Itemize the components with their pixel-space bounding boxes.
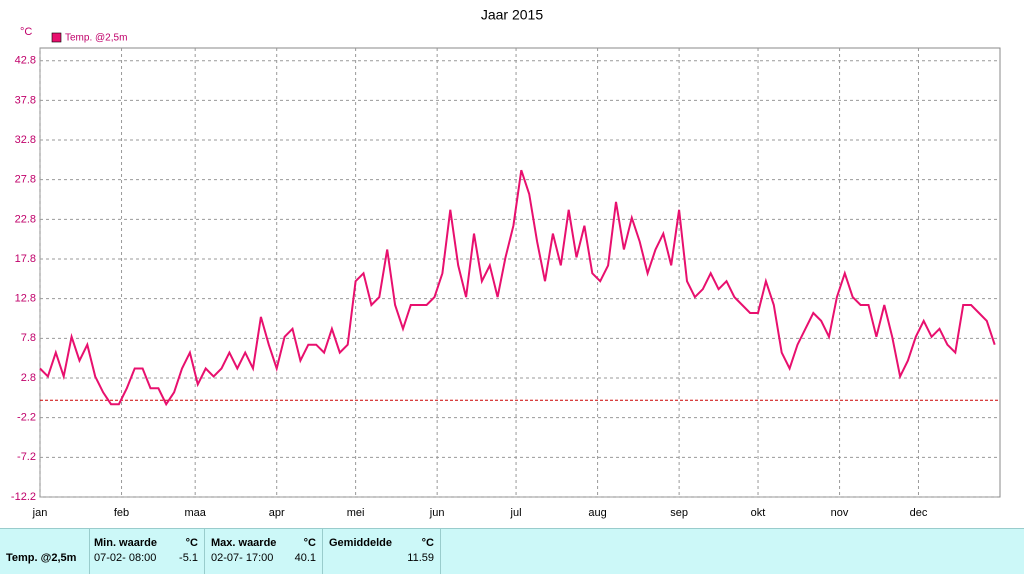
avg-value: 11.59 — [407, 552, 434, 564]
x-tick-label: mei — [347, 507, 365, 519]
chart: Jaar 2015 °C -12.2 -7.2 -2.2 2.8 7.8 12.8 17.8… — [11, 7, 1001, 519]
series-name: Temp. @2,5m — [6, 552, 77, 564]
avg-unit: °C — [421, 537, 434, 549]
chart-title: Jaar 2015 — [481, 7, 543, 23]
legend-swatch — [51, 32, 62, 43]
max-cell: Max. waarde °C 02-07- 17:00 40.1 — [205, 529, 323, 574]
y-tick-label: 32.8 — [15, 134, 36, 146]
y-tick-label: -12.2 — [11, 491, 36, 503]
y-tick-label: 12.8 — [15, 293, 36, 305]
x-tick-label: aug — [588, 507, 606, 519]
x-tick-label: feb — [114, 507, 129, 519]
max-unit: °C — [303, 537, 316, 549]
y-tick-label: 17.8 — [15, 253, 36, 265]
y-tick-label: -7.2 — [17, 451, 36, 463]
avg-cell: Gemiddelde °C 11.59 — [323, 529, 441, 574]
y-tick-label: 7.8 — [21, 332, 36, 344]
x-tick-label: okt — [751, 507, 766, 519]
y-tick-label: 42.8 — [15, 55, 36, 67]
series-cell: Temp. @2,5m — [0, 529, 90, 574]
max-time: 02-07- 17:00 — [211, 552, 274, 564]
y-tick-label: 22.8 — [15, 213, 36, 225]
stats-panel: Temp. @2,5m Min. waarde °C 07-02- 08:00 … — [0, 528, 1024, 574]
min-time: 07-02- 08:00 — [94, 552, 157, 564]
avg-header: Gemiddelde — [329, 537, 392, 549]
series-line — [39, 169, 996, 407]
y-tick-label: 37.8 — [15, 94, 36, 106]
y-tick-label: 27.8 — [15, 174, 36, 186]
min-unit: °C — [185, 537, 198, 549]
y-tick-label: 2.8 — [21, 372, 36, 384]
min-cell: Min. waarde °C 07-02- 08:00 -5.1 — [90, 529, 205, 574]
max-header: Max. waarde — [211, 537, 277, 549]
x-tick-label: maa — [184, 507, 206, 519]
y-unit: °C — [20, 26, 32, 38]
plot-area — [39, 47, 1001, 498]
x-tick-label: apr — [269, 507, 285, 519]
y-tick-label: -2.2 — [17, 412, 36, 424]
max-value: 40.1 — [294, 552, 316, 564]
min-header: Min. waarde — [94, 537, 157, 549]
x-tick-label: jan — [32, 507, 48, 519]
legend-label: Temp. @2,5m — [65, 33, 127, 44]
x-tick-label: jun — [429, 507, 445, 519]
x-tick-label: nov — [831, 507, 849, 519]
x-tick-label: dec — [910, 507, 928, 519]
min-value: -5.1 — [179, 552, 198, 564]
x-tick-label: sep — [670, 507, 688, 519]
x-tick-label: jul — [510, 507, 522, 519]
